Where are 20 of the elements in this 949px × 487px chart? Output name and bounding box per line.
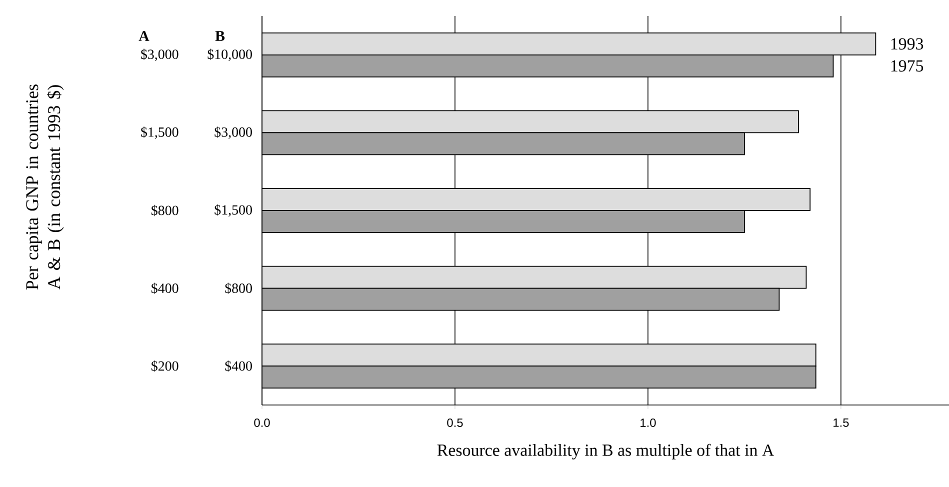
text: $400: [152, 282, 178, 294]
x-axis-title: Resource availability in B as multiple of that in A: [437, 444, 774, 460]
y-tick-label: $400: [225, 360, 252, 372]
x-tick-label: 1.5: [834, 418, 849, 427]
text: 1975: [891, 60, 924, 72]
x-tick-label: 1.0: [640, 418, 656, 427]
x-tick-label: 0.0: [254, 418, 270, 427]
text: $3,000: [141, 48, 178, 62]
text: Per capita GNP in countries A & B (in constant 1993 $): [26, 84, 64, 290]
y-tick-label: $1,500: [214, 204, 252, 217]
text: B: [215, 31, 225, 41]
x-tick-label: 0.5: [447, 418, 463, 427]
text: $1,500: [141, 126, 178, 139]
text: $200: [152, 360, 178, 372]
text: A: [138, 31, 150, 41]
series-label: 1993: [891, 38, 924, 50]
y-tick-label: $3,000: [214, 126, 252, 139]
text: $800: [152, 204, 178, 216]
y-tick-label: $800: [225, 282, 252, 294]
y-tick-label: $10,000: [208, 48, 252, 62]
